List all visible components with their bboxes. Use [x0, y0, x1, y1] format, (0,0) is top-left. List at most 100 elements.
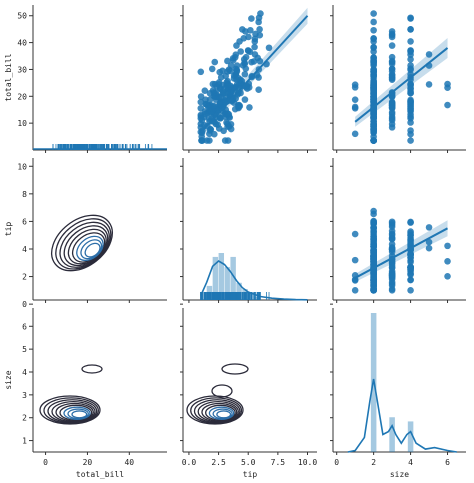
ytick-label: 1	[22, 437, 27, 446]
scatter-point	[370, 10, 377, 17]
scatter-point	[211, 58, 219, 66]
scatter-point	[232, 51, 240, 58]
scatter-point	[351, 230, 359, 238]
regression-line	[354, 47, 449, 123]
hist-bar	[230, 256, 236, 300]
kde-contour-line	[208, 406, 235, 420]
scatter-point	[407, 14, 414, 22]
scatter-point	[407, 251, 414, 259]
scatter-point	[425, 224, 433, 231]
scatter-point	[234, 101, 242, 109]
scatter-point	[407, 287, 414, 294]
scatter-point	[227, 89, 235, 97]
panel-size-vs-tip	[182, 308, 317, 453]
ytick-label: 0	[22, 300, 27, 309]
xtick-label: 40	[124, 458, 134, 467]
scatter-point	[370, 59, 377, 66]
hist-bar	[212, 256, 219, 300]
kde-contour-line	[59, 404, 93, 421]
scatter-point	[215, 125, 223, 132]
scatter-point	[407, 130, 414, 138]
scatter-point	[388, 272, 396, 279]
kde-contour-line	[47, 399, 98, 424]
scatter-point	[370, 26, 377, 34]
scatter-point	[256, 31, 264, 39]
kde-contour-line	[205, 404, 236, 421]
scatter-point	[197, 93, 205, 100]
kde-contour-line	[59, 221, 110, 268]
ytick-label: 50	[17, 12, 27, 21]
scatter-point	[370, 97, 377, 105]
scatter-point	[388, 76, 396, 83]
scatter-point	[370, 82, 377, 90]
kde-contour-line	[221, 363, 249, 375]
scatter-point	[407, 89, 414, 97]
x-axis-label: tip	[243, 470, 258, 479]
scatter-point	[255, 14, 263, 22]
scatter-point	[407, 271, 414, 278]
xtick-label: 0	[43, 458, 48, 467]
hist-bar	[200, 292, 207, 300]
scatter-point	[370, 285, 377, 292]
scatter-point	[219, 88, 227, 95]
scatter-point	[351, 287, 359, 294]
scatter-point	[388, 102, 396, 110]
panel-size-vs-size	[332, 308, 466, 453]
xtick-label: 7.5	[271, 458, 286, 467]
scatter-point	[210, 102, 217, 110]
scatter-point	[388, 231, 396, 239]
kde-contour-line	[201, 402, 238, 422]
scatter-point	[388, 282, 396, 289]
scatter-point	[370, 48, 377, 55]
ytick-label: 10	[17, 162, 27, 171]
scatter-point	[241, 96, 249, 103]
scatter-point	[370, 88, 377, 95]
scatter-point	[444, 257, 451, 265]
scatter-point	[227, 82, 234, 90]
scatter-point	[370, 274, 377, 281]
xtick-label: 6	[445, 458, 450, 467]
kde-contour-line	[71, 232, 106, 263]
kde-contour-line	[84, 242, 101, 258]
scatter-point	[370, 18, 377, 26]
xtick-label: 20	[83, 458, 93, 467]
scatter-point	[245, 33, 252, 41]
scatter-point	[247, 26, 254, 34]
hist-bar	[248, 292, 254, 300]
xtick-label: 10.0	[298, 458, 317, 467]
scatter-point	[407, 219, 414, 226]
scatter-point	[388, 240, 396, 248]
scatter-point	[242, 28, 249, 35]
x-axis-label: total_bill	[76, 470, 124, 479]
kde-contour-line	[193, 399, 241, 424]
panel-size-vs-total_bill	[32, 308, 167, 453]
scatter-point	[203, 137, 211, 144]
kde-contours	[39, 364, 103, 425]
scatter-point	[444, 242, 451, 250]
scatter-point	[212, 93, 219, 101]
kde-contour-line	[197, 400, 239, 423]
scatter-point	[206, 127, 214, 134]
scatter-point	[217, 114, 224, 122]
scatter-point	[407, 258, 414, 266]
ytick-label: 10	[17, 119, 27, 128]
ytick-label: 40	[17, 39, 27, 48]
xtick-label: 2	[371, 458, 376, 467]
kde-curve	[200, 260, 308, 301]
scatter-point	[197, 104, 205, 112]
scatter-point	[370, 127, 377, 135]
scatter-point	[256, 26, 263, 33]
kde-contour-line	[67, 408, 89, 420]
scatter-point	[255, 86, 262, 93]
kde-curve	[347, 378, 457, 453]
kde-contour-line	[71, 410, 88, 419]
ytick-label: 4	[22, 245, 27, 254]
ytick-label: 2	[22, 414, 27, 423]
scatter-point	[211, 130, 218, 138]
scatter-point	[241, 59, 248, 66]
ytick-label: 6	[22, 322, 27, 331]
scatter-point	[351, 81, 359, 88]
scatter-point	[251, 38, 259, 45]
hist-bar	[218, 253, 225, 300]
kde-contour-line	[39, 395, 101, 425]
